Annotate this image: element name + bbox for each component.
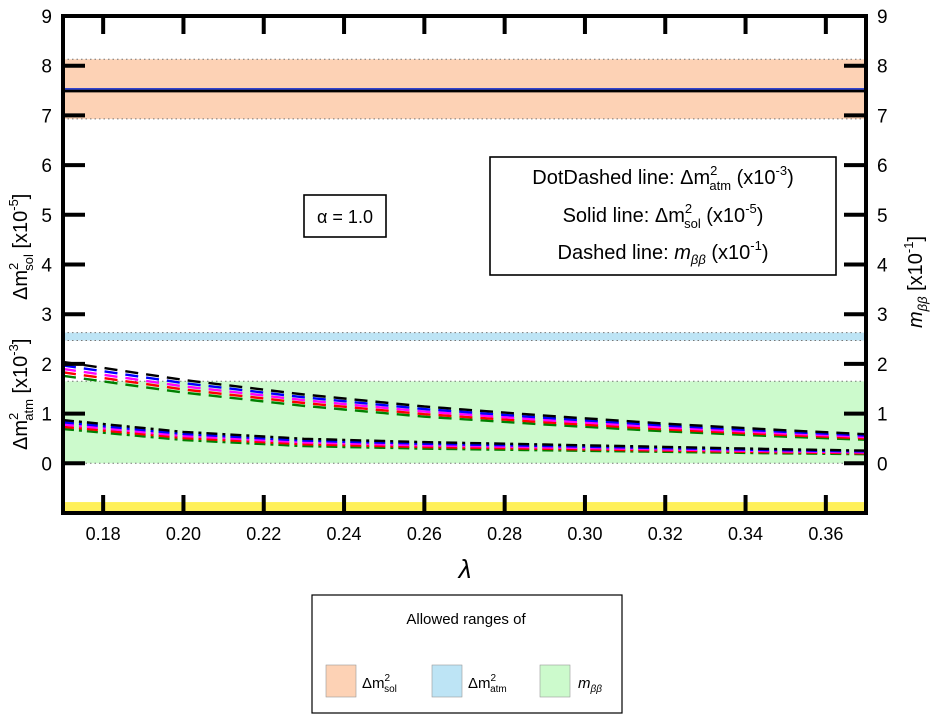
y-tick-label-left-3: 3 — [41, 305, 52, 326]
y-tick-label-left-0: 0 — [41, 454, 52, 475]
plot-frame — [61, 14, 868, 515]
y-tick-label-right-4: 4 — [877, 256, 888, 277]
info-box: DotDashed line: Δm2 atm (x10-3) Solid lin… — [489, 156, 837, 276]
y-tick-label-right-6: 6 — [877, 156, 888, 177]
legend-label-atm: Δm2 atm — [468, 673, 507, 695]
x-tick-label-4: 0.26 — [407, 524, 442, 544]
alpha-annotation-box — [303, 194, 387, 238]
x-tick-label-2: 0.22 — [246, 524, 281, 544]
y-tick-label-left-4: 4 — [41, 256, 52, 277]
series-layer — [62, 88, 867, 456]
y-tick-label-left-2: 2 — [41, 355, 52, 376]
x-tick-label-7: 0.32 — [648, 524, 683, 544]
band-yellow — [63, 502, 866, 513]
y-tick-label-left-5: 5 — [41, 206, 52, 227]
series-dashed_mbb-2 — [62, 367, 867, 439]
y-tick-label-left-7: 7 — [41, 106, 52, 127]
series-dotdashed_dm2_atm-0 — [62, 418, 867, 452]
info-box-line1: DotDashed line: Δm2 atm (x10-3) — [532, 163, 794, 193]
legend-swatch-sol — [325, 664, 357, 698]
legend-title: Allowed ranges of — [406, 611, 526, 628]
svg-text:Δm2sol [x10-5]: Δm2sol [x10-5] — [6, 194, 36, 300]
x-axis-label: λ — [457, 554, 472, 584]
x-tick-label-3: 0.24 — [327, 524, 362, 544]
tick-labels-layer: 0.18 0.20 0.22 0.24 0.26 0.28 0.30 0.32 0.34 0.36… — [41, 7, 888, 544]
band-m-bb — [63, 381, 866, 464]
y-tick-label-right-9: 9 — [877, 7, 888, 28]
legend-swatch-mbb — [539, 664, 571, 698]
y-tick-label-right-5: 5 — [877, 206, 888, 227]
x-tick-label-5: 0.28 — [487, 524, 522, 544]
info-box-line3: Dashed line: mββ (x10-1) — [558, 238, 769, 267]
y-tick-label-right-7: 7 — [877, 106, 888, 127]
series-dashed_mbb-0 — [62, 360, 867, 436]
series-dotdashed_dm2_atm-4 — [62, 427, 867, 456]
y-tick-label-left-1: 1 — [41, 405, 52, 426]
legend-frame — [311, 594, 623, 714]
band--m2-atm — [63, 332, 866, 341]
series-dashed_mbb-3 — [62, 371, 867, 440]
legend-label-mbb: mββ — [578, 675, 602, 695]
x-tick-label-0: 0.18 — [86, 524, 121, 544]
x-tick-label-9: 0.36 — [808, 524, 843, 544]
svg-text:Δm2atm [x10-3]: Δm2atm [x10-3] — [6, 339, 36, 450]
svg-text:mββ [x10-1]: mββ [x10-1] — [901, 236, 930, 328]
left-axis-label-upper: Δm2sol [x10-5] — [6, 194, 36, 300]
y-tick-label-right-8: 8 — [877, 57, 888, 78]
legend-swatch-atm — [431, 664, 463, 698]
y-tick-label-left-9: 9 — [41, 7, 52, 28]
series-dotdashed_dm2_atm-1 — [62, 421, 867, 453]
series-dotdashed_dm2_atm-3 — [62, 425, 867, 455]
info-box-frame — [489, 156, 837, 276]
y-tick-label-right-0: 0 — [877, 454, 888, 475]
frame-ticks-layer — [63, 14, 866, 513]
x-tick-label-1: 0.20 — [166, 524, 201, 544]
left-axis-label-lower: Δm2atm [x10-3] — [6, 339, 36, 450]
x-tick-label-6: 0.30 — [567, 524, 602, 544]
y-tick-label-left-8: 8 — [41, 57, 52, 78]
y-tick-label-right-1: 1 — [877, 405, 888, 426]
legend: Allowed ranges of Δm2 sol Δm2 atm mββ — [311, 594, 623, 714]
series-dashed_mbb-1 — [62, 364, 867, 437]
x-tick-label-8: 0.34 — [728, 524, 763, 544]
y-tick-label-left-6: 6 — [41, 156, 52, 177]
y-tick-label-right-2: 2 — [877, 355, 888, 376]
alpha-annotation-text: α = 1.0 — [317, 207, 373, 227]
info-box-line2: Solid line: Δm2 sol (x10-5) — [563, 201, 764, 231]
series-dashed_mbb-4 — [62, 374, 867, 441]
right-axis-label: mββ [x10-1] — [901, 236, 930, 328]
legend-label-sol: Δm2 sol — [362, 673, 397, 695]
alpha-annotation: α = 1.0 — [303, 194, 387, 238]
series-dotdashed_dm2_atm-2 — [62, 423, 867, 454]
y-tick-label-right-3: 3 — [877, 305, 888, 326]
